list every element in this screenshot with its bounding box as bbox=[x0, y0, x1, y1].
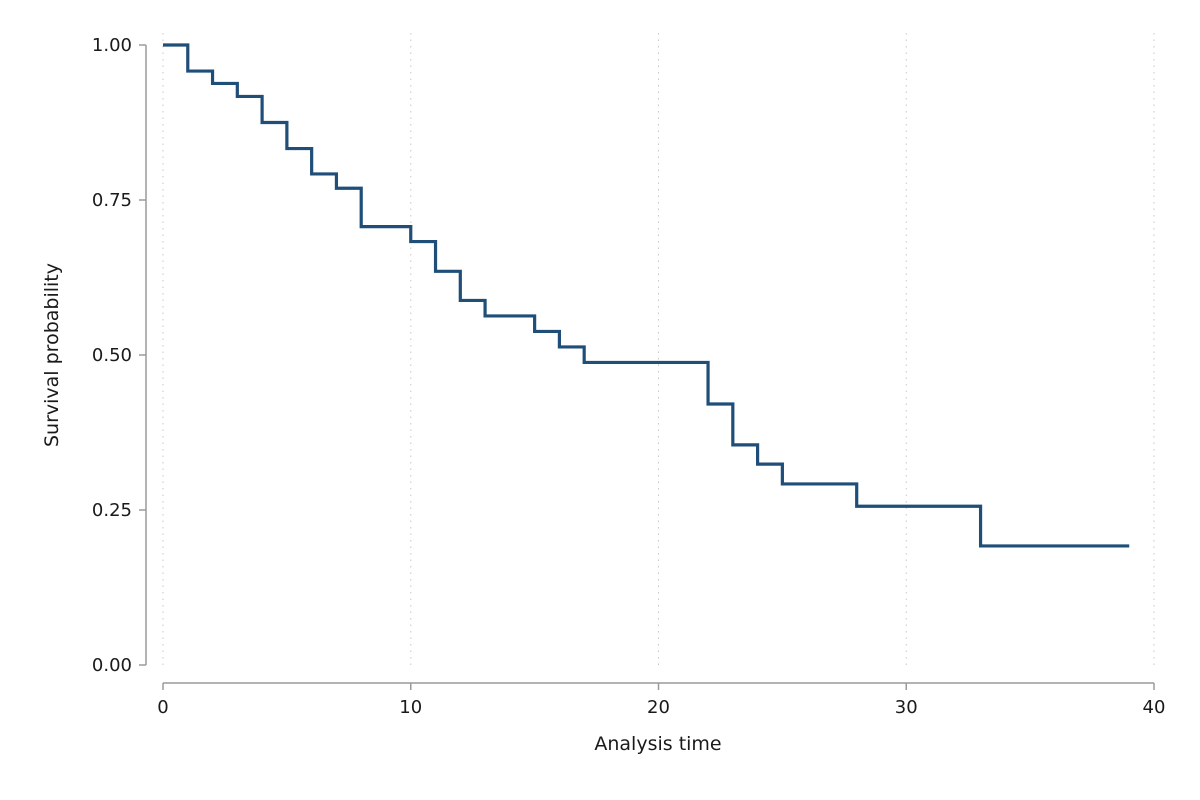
x-axis-ticks: 0 10 20 30 40 bbox=[157, 683, 1165, 718]
grid-lines bbox=[162, 33, 1155, 670]
x-axis-title: Analysis time bbox=[594, 733, 721, 755]
x-tick-label-2: 20 bbox=[647, 697, 670, 718]
y-tick-label-1: 0.25 bbox=[92, 500, 132, 521]
survival-curve-0 bbox=[163, 43, 1130, 548]
y-tick-label-4: 1.00 bbox=[92, 35, 132, 56]
y-tick-label-0: 0.00 bbox=[92, 655, 132, 676]
x-tick-label-1: 10 bbox=[399, 697, 422, 718]
x-tick-label-0: 0 bbox=[157, 697, 168, 718]
y-tick-label-2: 0.50 bbox=[92, 345, 132, 366]
series-layer bbox=[163, 43, 1130, 548]
y-tick-label-3: 0.75 bbox=[92, 190, 132, 211]
y-axis-ticks: 0.00 0.25 0.50 0.75 1.00 bbox=[92, 35, 146, 676]
y-axis-title: Survival probability bbox=[41, 263, 63, 447]
x-tick-label-4: 40 bbox=[1143, 697, 1166, 718]
x-tick-label-3: 30 bbox=[895, 697, 918, 718]
